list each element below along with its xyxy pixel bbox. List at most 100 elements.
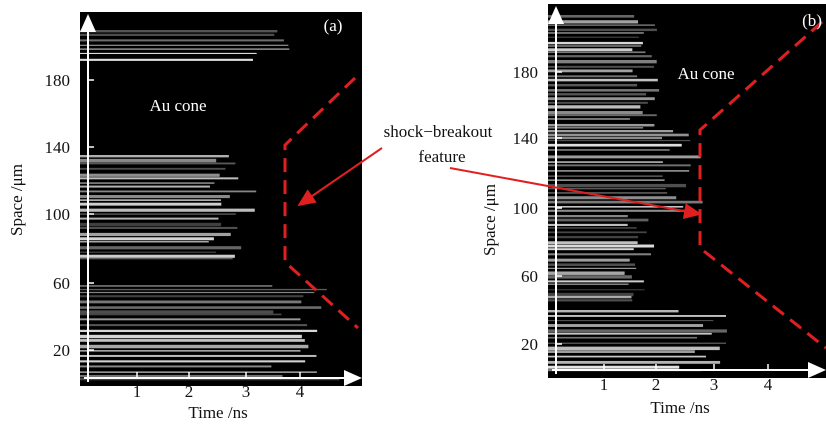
- callout-line: feature: [418, 147, 465, 166]
- streak: [80, 237, 214, 241]
- y-tick-label: 100: [45, 205, 71, 224]
- streak: [548, 253, 652, 256]
- panel-label: (a): [324, 16, 343, 35]
- streak: [80, 354, 317, 357]
- streak: [548, 295, 632, 299]
- y-axis-title: Space /μm: [480, 184, 499, 256]
- streak: [80, 288, 327, 291]
- streak: [80, 226, 238, 230]
- panel-label: (b): [802, 11, 822, 30]
- streak: [548, 263, 636, 266]
- callout-arrow: [297, 147, 383, 207]
- region-label: Au cone: [149, 96, 206, 115]
- streak: [80, 350, 301, 352]
- streak: [80, 324, 308, 327]
- streak: [548, 83, 638, 87]
- streak: [548, 123, 655, 127]
- y-tick-label: 20: [53, 341, 70, 360]
- streak: [80, 306, 322, 309]
- streak: [548, 36, 639, 38]
- streak: [548, 175, 663, 177]
- streak: [548, 78, 658, 82]
- streak: [80, 213, 236, 215]
- streak: [548, 89, 660, 92]
- shock-boundary: [283, 76, 360, 330]
- streak: [548, 241, 638, 245]
- streak: [548, 139, 691, 142]
- streak: [80, 329, 318, 333]
- streak: [548, 209, 691, 212]
- y-tick-label: 140: [513, 129, 539, 148]
- streak: [80, 300, 302, 304]
- streak: [80, 251, 217, 253]
- y-axis-title: Space /μm: [7, 164, 26, 236]
- streak: [548, 32, 644, 34]
- streak: [80, 190, 257, 193]
- streak: [548, 320, 714, 322]
- streak: [548, 336, 698, 339]
- streak: [80, 285, 273, 287]
- streak: [80, 182, 215, 184]
- streak: [80, 52, 257, 55]
- streak: [80, 313, 282, 316]
- streak: [548, 149, 670, 151]
- streak: [548, 342, 727, 344]
- streak: [548, 28, 657, 32]
- y-tick-label: 100: [513, 199, 539, 218]
- x-axis-title: Time /ns: [188, 403, 247, 422]
- streak: [548, 231, 647, 234]
- streak: [80, 33, 275, 36]
- streak: [548, 350, 695, 354]
- streak: [548, 289, 645, 291]
- streak: [548, 164, 691, 167]
- streak: [80, 208, 255, 212]
- streak: [548, 329, 727, 333]
- x-tick-label: 1: [600, 375, 609, 394]
- y-tick-label: 180: [513, 63, 539, 82]
- streak: [80, 318, 301, 321]
- streak: [548, 155, 701, 159]
- streak: [80, 232, 231, 237]
- streak: [548, 130, 674, 133]
- x-tick-label: 4: [296, 382, 305, 401]
- streak: [548, 101, 648, 104]
- streak: [80, 39, 284, 42]
- streak: [548, 20, 639, 24]
- streak: [80, 173, 220, 177]
- streak: [548, 299, 633, 302]
- streak: [548, 215, 628, 218]
- streak: [548, 55, 652, 58]
- streak: [80, 241, 209, 243]
- streak: [80, 334, 302, 339]
- y-tick-label: 140: [45, 138, 71, 157]
- streak: [548, 15, 635, 18]
- streak: [548, 283, 629, 285]
- streak: [548, 218, 649, 222]
- streak: [548, 365, 680, 369]
- streak: [548, 59, 657, 64]
- streak: [80, 310, 274, 314]
- streak: [80, 254, 235, 258]
- streak: [80, 378, 340, 381]
- streak: [548, 69, 633, 73]
- streak: [548, 183, 687, 188]
- streak: [548, 271, 625, 275]
- streak: [80, 291, 315, 294]
- streak: [80, 30, 278, 33]
- streak: [548, 51, 646, 54]
- streak: [548, 136, 663, 140]
- x-tick-label: 2: [185, 382, 194, 401]
- streak: [548, 133, 689, 137]
- streak: [548, 280, 644, 283]
- y-tick-label: 60: [521, 267, 538, 286]
- streak: [548, 235, 639, 239]
- streak: [548, 127, 644, 129]
- streak: [548, 244, 655, 248]
- streak: [548, 324, 704, 327]
- streak: [548, 41, 643, 45]
- streak: [548, 310, 679, 313]
- streak: [80, 246, 242, 250]
- streak: [80, 199, 221, 201]
- streak: [80, 258, 233, 260]
